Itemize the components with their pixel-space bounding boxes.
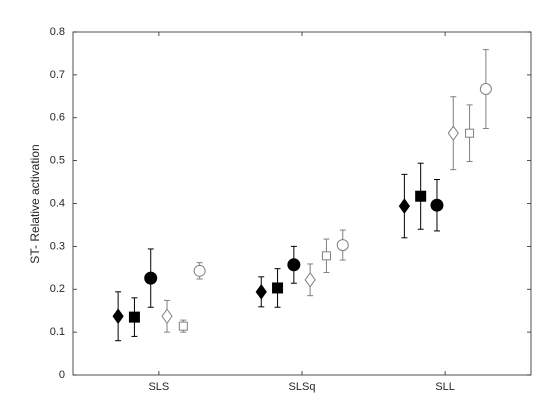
marker	[415, 190, 427, 202]
marker	[144, 271, 158, 285]
marker	[272, 282, 284, 294]
marker	[447, 125, 459, 142]
marker	[112, 308, 124, 325]
marker	[336, 239, 349, 252]
marker	[178, 321, 188, 331]
y-tick-label: 0.7	[50, 69, 65, 81]
marker	[465, 128, 475, 138]
y-tick-label: 0	[59, 369, 65, 381]
x-tick-label: SLSq	[289, 381, 316, 393]
y-tick-label: 0.3	[50, 240, 65, 252]
y-tick-label: 0.2	[50, 283, 65, 295]
marker	[128, 311, 140, 323]
y-tick-label: 0.6	[50, 112, 65, 124]
y-axis-label: ST- Relative activation	[28, 144, 42, 263]
y-tick-label: 0.1	[50, 326, 65, 338]
marker	[321, 251, 331, 261]
y-tick-label: 0.8	[50, 26, 65, 38]
y-tick-label: 0.5	[50, 155, 65, 167]
marker	[304, 271, 316, 288]
x-tick-label: SLL	[435, 381, 455, 393]
marker	[255, 283, 267, 300]
y-tick-label: 0.4	[50, 197, 65, 209]
plot-box	[72, 31, 532, 376]
marker	[161, 308, 173, 325]
marker	[430, 198, 444, 212]
marker	[398, 198, 410, 214]
marker	[479, 83, 492, 96]
x-tick-label: SLS	[148, 381, 169, 393]
marker	[287, 258, 301, 272]
marker	[193, 264, 206, 277]
